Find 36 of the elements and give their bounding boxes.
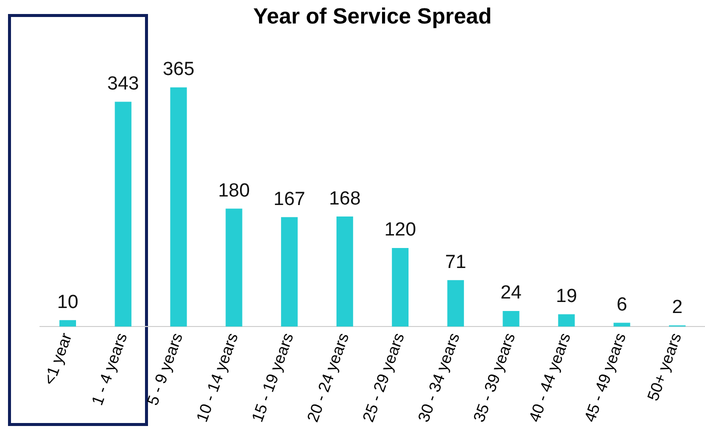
x-tick-label: 50+ years <box>645 331 686 404</box>
bar <box>226 208 242 327</box>
bar <box>558 314 575 327</box>
x-tick-label: <1 year <box>41 330 76 388</box>
x-tick-label: 15 - 19 years <box>249 331 298 425</box>
bar <box>502 310 520 327</box>
data-label: 6 <box>616 294 628 316</box>
x-tick-label: 25 - 29 years <box>360 331 408 425</box>
data-label: 10 <box>57 292 78 313</box>
x-tick-label: 35 - 39 years <box>471 331 519 425</box>
data-label: 120 <box>384 220 416 241</box>
x-tick-label: 1 - 4 years <box>89 331 132 408</box>
bar <box>170 87 187 327</box>
bar <box>114 102 132 327</box>
data-label: 24 <box>500 282 522 304</box>
bar <box>281 217 298 327</box>
chart-title: Year of Service Spread <box>253 3 492 28</box>
data-label: 2 <box>672 297 683 318</box>
data-label: 180 <box>218 180 250 202</box>
bar <box>614 322 630 327</box>
bar <box>447 280 464 327</box>
x-tick-label: 40 - 44 years <box>526 331 574 425</box>
x-tick-label: 10 - 14 years <box>194 331 242 425</box>
x-tick-label: 5 - 9 years <box>144 331 186 408</box>
bar <box>336 216 354 327</box>
data-label: 365 <box>162 59 194 80</box>
data-label: 168 <box>328 188 361 210</box>
x-tick-label: 45 - 49 years <box>582 331 630 425</box>
data-label: 343 <box>107 74 139 95</box>
x-tick-label: 30 - 34 years <box>416 331 464 425</box>
bar <box>59 320 76 327</box>
data-label: 167 <box>274 188 306 210</box>
data-label: 71 <box>445 252 466 273</box>
bar <box>392 248 409 327</box>
data-label: 19 <box>556 286 578 307</box>
x-tick-label: 20 - 24 years <box>304 331 353 425</box>
